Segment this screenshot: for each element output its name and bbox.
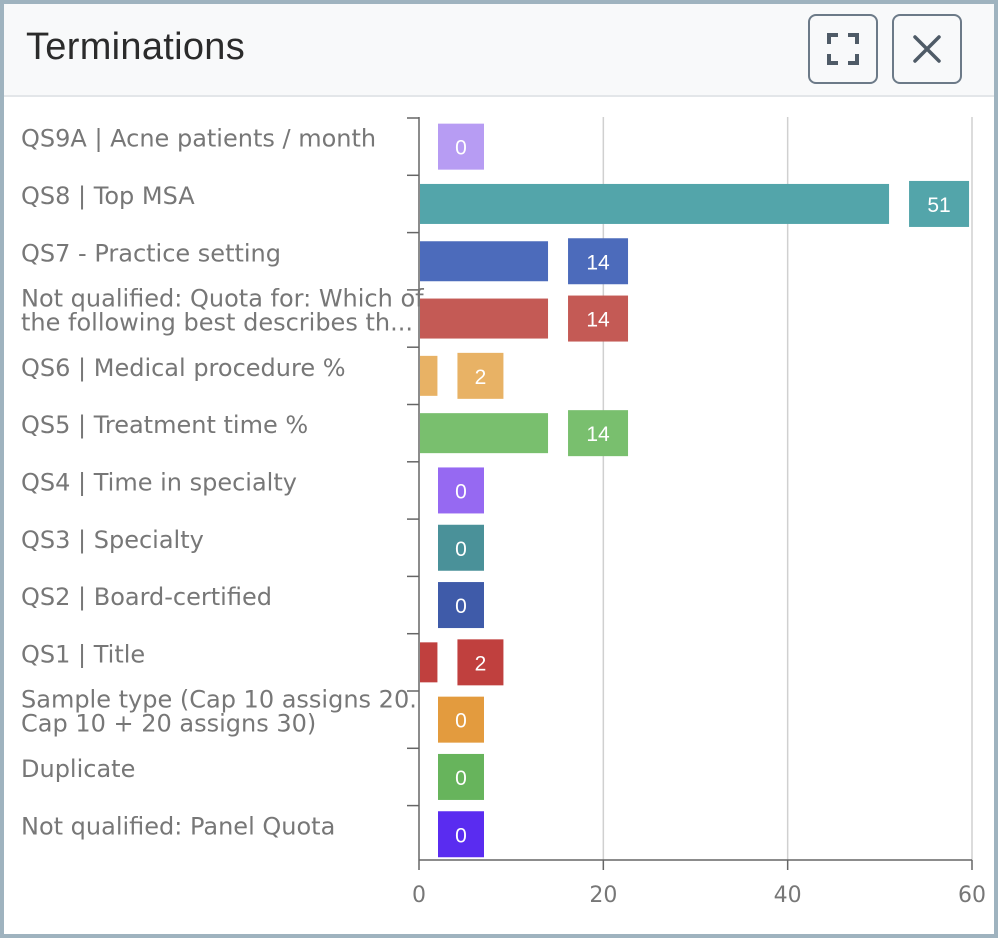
value-label-11: 0 [455,767,467,790]
terminations-panel: Terminations 0 20 40 60 0 QS9A | Acne patient… [4,4,994,934]
category-label-2: QS7 - Practice setting [21,239,281,267]
value-label-8: 0 [455,595,467,618]
value-badge-2 [568,238,629,285]
bar-5 [420,413,549,454]
value-badge-1 [909,180,970,227]
category-label-3-line-0: Not qualified: Quota for: Which of [21,285,424,313]
value-label-7: 0 [455,538,467,561]
category-label-10-line-1: Cap 10 + 20 assigns 30) [21,710,316,738]
x-tick-label-3: 60 [958,883,986,908]
category-label-8: QS2 | Board-certified [21,583,272,611]
panel-header: Terminations [4,4,994,97]
value-badge-7 [438,524,484,571]
value-badge-11 [438,753,484,800]
bar-9 [420,642,438,683]
value-badge-5 [568,410,629,457]
value-label-9: 2 [475,652,487,675]
category-label-12: Not qualified: Panel Quota [21,812,335,840]
value-badge-10 [438,696,484,743]
bar-3 [420,298,549,339]
value-label-5: 14 [586,423,610,446]
value-badge-6 [438,467,484,514]
category-label-7: QS3 | Specialty [21,526,204,554]
value-label-0: 0 [455,137,467,160]
category-label-6: QS4 | Time in specialty [21,468,297,496]
x-tick-label-0: 0 [412,883,426,908]
value-badge-8 [438,582,484,629]
category-label-0: QS9A | Acne patients / month [21,125,376,153]
close-icon [913,35,941,63]
value-label-12: 0 [455,824,467,847]
value-badge-3 [568,295,629,342]
category-label-9: QS1 | Title [21,640,145,668]
value-badge-0 [438,123,484,170]
expand-icon [827,33,859,65]
value-label-2: 14 [586,251,610,274]
bar-4 [420,355,438,396]
category-label-3-line-1: the following best describes th... [21,309,413,337]
bar-2 [420,241,549,282]
x-tick-label-1: 20 [589,883,617,908]
category-label-5: QS5 | Treatment time % [21,411,308,439]
value-badge-9 [457,639,504,686]
value-badge-12 [438,811,484,858]
x-tick-label-2: 40 [774,883,802,908]
panel-title: Terminations [26,26,246,68]
category-label-1: QS8 | Top MSA [21,182,195,210]
value-label-1: 51 [927,194,950,217]
expand-button[interactable] [808,14,878,84]
value-label-10: 0 [455,710,467,733]
value-label-6: 0 [455,480,467,503]
category-label-10-line-0: Sample type (Cap 10 assigns 20. [21,686,417,714]
value-label-3: 14 [586,309,610,332]
close-button[interactable] [892,14,962,84]
category-label-4: QS6 | Medical procedure % [21,354,346,382]
value-label-4: 2 [475,366,487,389]
bar-1 [420,183,890,224]
category-label-11: Duplicate [21,755,135,783]
value-badge-4 [457,352,504,399]
